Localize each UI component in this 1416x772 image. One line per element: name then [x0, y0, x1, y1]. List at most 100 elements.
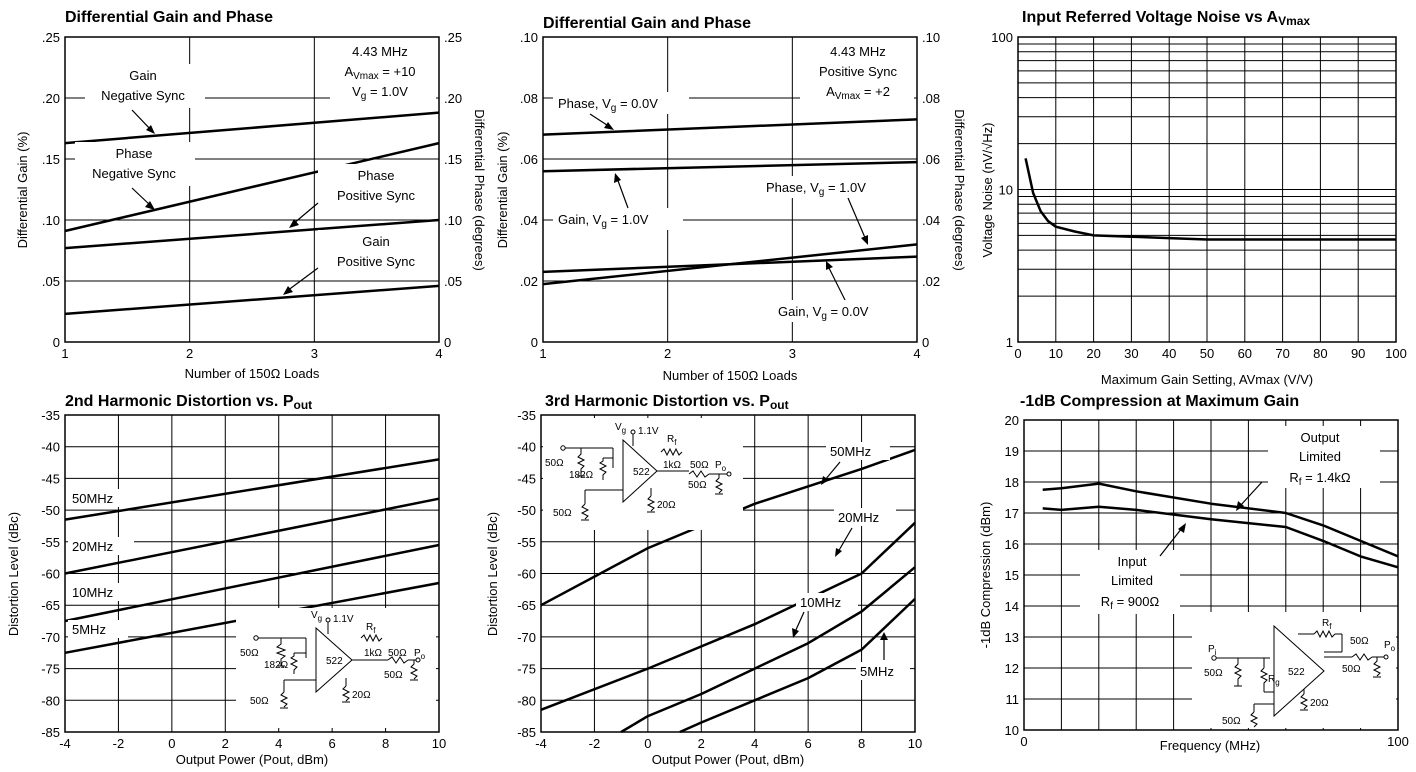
x-tick-label: 10 [1049, 346, 1063, 361]
series-label-input-limited: Input Limited [1111, 554, 1153, 588]
annotation-freq: 4.43 MHz [352, 44, 408, 59]
arrowhead [792, 628, 799, 638]
y-tick-label: -45 [41, 471, 60, 486]
arrowhead [604, 122, 614, 130]
series-label-gain-pos: Gain Positive Sync [337, 234, 416, 269]
series [542, 118, 918, 286]
label-bg [68, 489, 134, 507]
x-tick-label: 40 [1162, 346, 1176, 361]
svg-text:50Ω: 50Ω [250, 696, 269, 707]
x-tick-label: 6 [805, 736, 812, 751]
series-line [542, 255, 918, 274]
y-tick-label: -50 [517, 503, 536, 518]
series-label-5mhz: 5MHz [72, 622, 106, 637]
series-line [64, 111, 440, 145]
panel-title: -1dB Compression at Maximum Gain [1020, 393, 1299, 410]
arrowhead [1178, 523, 1186, 533]
arrow [131, 187, 152, 207]
test-circuit-schematic: 50Ω 182Ω 522 Vg 1.1V Rf 1kΩ 50Ω Po 50Ω [236, 608, 436, 728]
series-line [64, 284, 440, 316]
arrowhead [861, 235, 868, 245]
series-label-output-limited: Output Limited [1299, 430, 1341, 464]
label-bg [772, 300, 912, 322]
tick-labels: -4 -2 0 2 4 6 8 10 -35 -40 -45 -50 -55 -60 -65 -70 -75 -8… [41, 408, 446, 751]
label-bg [68, 620, 128, 638]
x-tick-label: -2 [113, 736, 125, 751]
label-bg [68, 583, 134, 601]
y-tick-label: 10 [999, 183, 1013, 198]
y2-tick-label: .04 [922, 213, 940, 228]
x-tick-label: 50 [1200, 346, 1214, 361]
svg-text:Rf: Rf [1322, 618, 1332, 631]
svg-text:50Ω: 50Ω [1350, 636, 1369, 647]
x-tick-label: 0 [644, 736, 651, 751]
y2-tick-label: 0 [922, 335, 929, 350]
y-tick-label: 0 [53, 335, 60, 350]
label-bg [856, 662, 910, 680]
y2-tick-label: .15 [444, 152, 462, 167]
tick-labels: 1 2 3 4 .25 .20 .15 .10 .05 0 .25 .20 .15 .10 .05 0 [42, 30, 462, 361]
annotation-avmax: AVmax = +2 [826, 84, 890, 102]
svg-text:522: 522 [326, 656, 343, 667]
series-line [542, 118, 918, 136]
svg-text:Vg: Vg [311, 610, 322, 623]
x-tick-label: 10 [432, 736, 446, 751]
series [1042, 482, 1399, 569]
series-line [1024, 158, 1396, 241]
x-tick-label: 2 [222, 736, 229, 751]
x-tick-label: 80 [1313, 346, 1327, 361]
label-bg [1080, 550, 1180, 614]
arrow [827, 265, 846, 301]
svg-text:182Ω: 182Ω [264, 660, 289, 671]
y-tick-label: 100 [991, 30, 1013, 45]
svg-text:Rg: Rg [1268, 674, 1280, 687]
y-tick-label: .04 [520, 213, 538, 228]
y-tick-label: -70 [41, 630, 60, 645]
y-tick-label: -35 [517, 408, 536, 423]
svg-text:50Ω: 50Ω [1222, 716, 1241, 727]
x-tick-label: 4 [435, 346, 442, 361]
label-bg [318, 230, 430, 274]
svg-text:182Ω: 182Ω [569, 470, 594, 481]
tick-labels: -4 -2 0 2 4 6 8 10 -35 -40 -45 -50 -55 -60 -65 -70 -75 -8… [517, 408, 922, 751]
series-label-5mhz: 5MHz [860, 664, 894, 679]
arrowhead [289, 219, 299, 228]
y2-tick-label: 0 [444, 335, 451, 350]
x-tick-label: 100 [1385, 346, 1407, 361]
svg-text:50Ω: 50Ω [384, 670, 403, 681]
series-line [1042, 505, 1399, 569]
panel-diff-gain-phase-1: Differential Gain and Phase 1 2 3 4 .25 .20 .1… [15, 9, 487, 381]
series-line [542, 160, 918, 173]
annotation-vg: Vg = 1.0V [352, 84, 408, 102]
panel-diff-gain-phase-2: Differential Gain and Phase 1 2 3 4 .10 .08 .0… [495, 15, 967, 383]
svg-text:20Ω: 20Ω [1310, 698, 1329, 709]
y-tick-label: -65 [41, 598, 60, 613]
annotation-avmax: AVmax = +10 [344, 64, 415, 82]
y-tick-label: .10 [42, 213, 60, 228]
y-tick-label: -55 [517, 535, 536, 550]
series-label-phase-vg0: Phase, Vg = 0.0V [558, 96, 658, 114]
test-circuit-schematic: 50Ω 182Ω 522 Vg 1.1V Rf 1kΩ 50Ω Po 50Ω [543, 418, 743, 530]
y-axis-label: Voltage Noise (nV/√Hz) [980, 122, 995, 257]
series [64, 111, 440, 316]
label-bg [1268, 426, 1380, 488]
x-tick-label: 0 [168, 736, 175, 751]
series-line [64, 218, 440, 250]
series-label-output-rf: Rf = 1.4kΩ [1289, 470, 1351, 488]
x-tick-label: 0 [1020, 734, 1027, 749]
series-line [64, 497, 440, 575]
x-tick-label: -4 [59, 736, 71, 751]
svg-text:1kΩ: 1kΩ [663, 460, 682, 471]
svg-text:Pi: Pi [1208, 644, 1217, 657]
arrow [1159, 527, 1183, 557]
svg-text:50Ω: 50Ω [240, 648, 259, 659]
y-tick-label: -65 [517, 598, 536, 613]
y-tick-label: -75 [41, 662, 60, 677]
x-axis-label: Output Power (Pout, dBm) [652, 752, 804, 767]
y-tick-label: 18 [1005, 475, 1019, 490]
arrow [292, 202, 319, 225]
y-tick-label: -35 [41, 408, 60, 423]
arrowhead [880, 632, 888, 640]
y2-tick-label: .10 [922, 30, 940, 45]
y-tick-label: 16 [1005, 537, 1019, 552]
